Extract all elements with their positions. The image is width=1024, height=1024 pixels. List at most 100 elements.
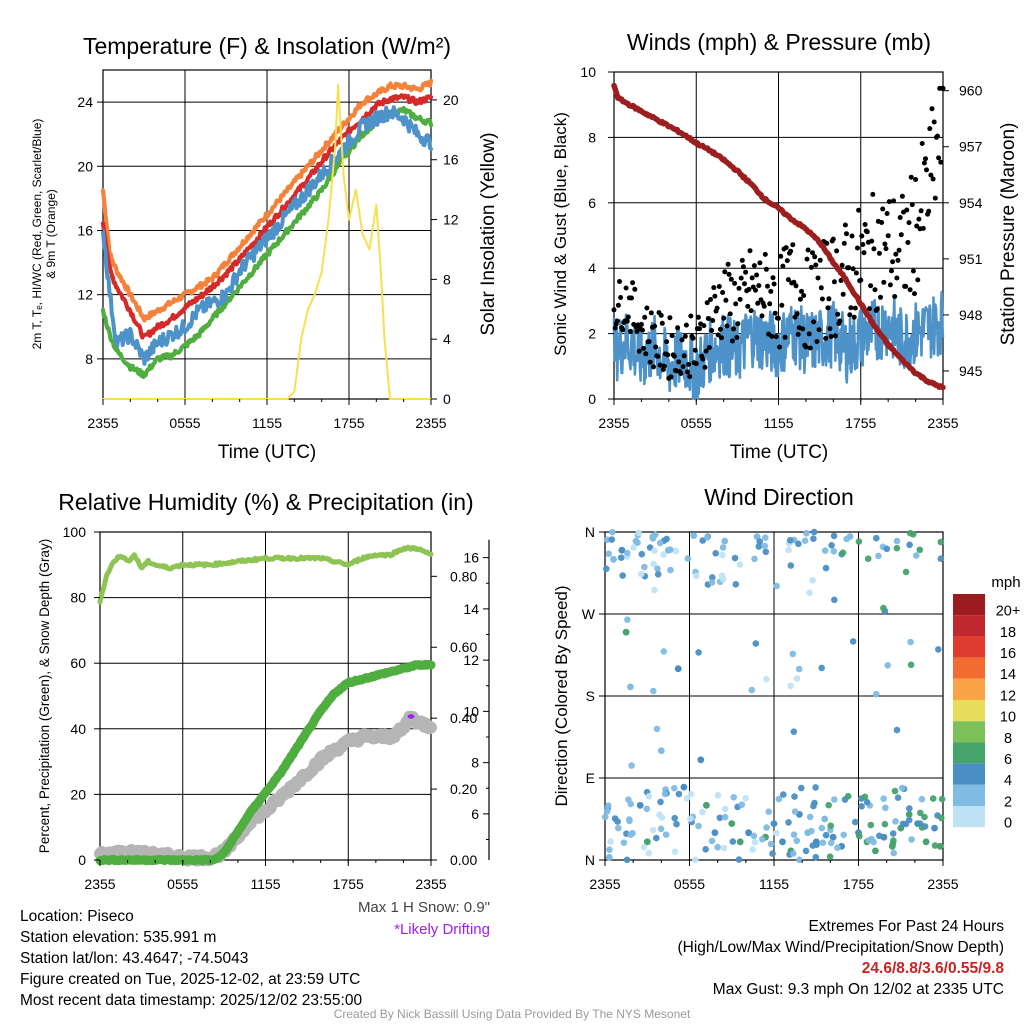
winds-gust-dot xyxy=(898,232,904,238)
wind-direction-point xyxy=(649,535,657,542)
wind-direction-point xyxy=(808,827,815,835)
winds-gust-dot xyxy=(880,206,886,212)
temperature-axes: 2355 0555 1155 1755 2355 8 12 16 20 24 0 4 8 12 16 20 xyxy=(77,92,458,431)
winds-gust-dot xyxy=(816,327,822,333)
wind-direction-point xyxy=(852,818,859,826)
speed-legend-swatch xyxy=(953,636,985,658)
wind-direction-point xyxy=(905,816,913,824)
winds-gust-dot xyxy=(630,280,636,286)
winds-gust-dot xyxy=(884,211,890,216)
humidity-y-tick-label: 80 xyxy=(70,590,86,606)
wind-direction-point xyxy=(785,546,792,554)
temperature-y-label-line1: 2m T, Tₑ, HI/WC (Red, Green, Scarlet/Blu… xyxy=(30,119,44,350)
winds-gust-dot xyxy=(738,275,744,281)
wind-direction-point xyxy=(803,530,810,537)
wind-direction-point xyxy=(825,801,832,809)
winds-gust-dot xyxy=(703,348,709,354)
winds-gust-dot xyxy=(714,305,720,311)
winds-gust-dot xyxy=(722,269,728,275)
wind-direction-point xyxy=(736,838,744,846)
wind-direction-point xyxy=(937,555,945,562)
wind-direction-point xyxy=(773,829,780,837)
wind-direction-point xyxy=(730,794,737,801)
wind-direction-grid xyxy=(605,532,943,860)
speed-legend-swatch xyxy=(953,784,985,806)
winds-gust-dot xyxy=(620,327,626,333)
winds-gust-dot xyxy=(723,297,729,303)
wind-direction-point xyxy=(793,837,801,845)
wind-direction-point xyxy=(826,853,834,860)
wind-direction-point xyxy=(751,838,759,846)
winds-gust-dot xyxy=(896,247,902,253)
winds-gust-dot xyxy=(823,335,829,341)
wind-direction-point xyxy=(868,835,875,843)
wind-direction-point xyxy=(908,836,915,843)
insolation-y-tick-label: 20 xyxy=(443,92,459,108)
wind-direction-y-tick-label: N xyxy=(585,524,595,540)
snow-y-tick-label: 12 xyxy=(463,652,479,668)
wind-direction-point xyxy=(907,638,914,646)
winds-gust-dot xyxy=(762,251,768,257)
wind-direction-point xyxy=(880,604,887,612)
wind-direction-point xyxy=(929,795,937,802)
pressure-y-tick-label: 948 xyxy=(959,307,983,323)
winds-gust-dot xyxy=(869,238,875,244)
wind-direction-series xyxy=(601,528,946,864)
wind-direction-point xyxy=(770,820,778,827)
winds-gust-dot xyxy=(727,311,733,317)
humidity-y-tick-label: 0 xyxy=(78,852,86,868)
temperature-y-tick-label: 20 xyxy=(77,158,93,174)
wind-direction-point xyxy=(671,784,678,792)
winds-gust-dot xyxy=(725,261,731,267)
snow-y-tick-label: 6 xyxy=(471,806,479,822)
winds-gust-dot xyxy=(681,353,687,359)
winds-gust-dot xyxy=(675,325,681,331)
winds-gust-dot xyxy=(871,246,877,252)
wind-direction-point xyxy=(731,554,739,562)
wind-direction-point xyxy=(615,824,622,832)
wind-direction-point xyxy=(714,843,721,851)
winds-gust-dot xyxy=(834,248,840,254)
winds-gust-dot xyxy=(861,250,867,256)
wind-direction-point xyxy=(637,570,645,578)
wind-direction-point xyxy=(752,640,760,647)
speed-legend-label: 18 xyxy=(1000,625,1016,641)
winds-gust-dot xyxy=(642,314,648,320)
speed-legend-swatch xyxy=(953,594,985,616)
pressure-y-tick-label: 954 xyxy=(959,195,983,211)
winds-gust-dot xyxy=(745,303,751,309)
wind-direction-point xyxy=(641,563,648,571)
wind-direction-point xyxy=(716,814,724,822)
winds-gust-dot xyxy=(777,344,783,350)
pressure-y-tick-label: 957 xyxy=(959,139,983,155)
winds-gust-dot xyxy=(801,293,807,298)
winds-gust-dot xyxy=(846,265,852,271)
winds-gust-dot xyxy=(692,347,698,353)
winds-gust-dot xyxy=(853,270,859,276)
winds-gust-dot xyxy=(664,339,670,345)
winds-gust-dot xyxy=(782,334,788,340)
wind-direction-y-label: Direction (Colored By Speed) xyxy=(552,585,571,806)
winds-gust-dot xyxy=(778,253,784,259)
winds-gust-dot xyxy=(683,322,689,328)
winds-gust-dot xyxy=(615,302,621,308)
wind-direction-point xyxy=(822,831,830,839)
winds-gust-dot xyxy=(862,222,868,227)
winds-gust-dot xyxy=(849,233,855,239)
winds-gust-dot xyxy=(736,285,742,291)
precip-y-tick-label: 0.20 xyxy=(450,781,477,797)
pressure-y-tick-label: 951 xyxy=(959,251,983,267)
winds-gust-dot xyxy=(815,275,821,281)
winds-gust-dot xyxy=(732,280,738,286)
wind-direction-point xyxy=(618,546,626,554)
winds-gust-dot xyxy=(874,306,880,312)
winds-gust-dot xyxy=(931,119,937,125)
winds-gust-dot xyxy=(826,296,832,302)
winds-gust-dot xyxy=(812,254,818,260)
wind-direction-point xyxy=(762,534,769,541)
wind-direction-point xyxy=(660,648,668,655)
wind-direction-point xyxy=(821,547,829,554)
insolation-y-tick-label: 12 xyxy=(443,212,459,228)
winds-gust-dot xyxy=(715,332,721,338)
